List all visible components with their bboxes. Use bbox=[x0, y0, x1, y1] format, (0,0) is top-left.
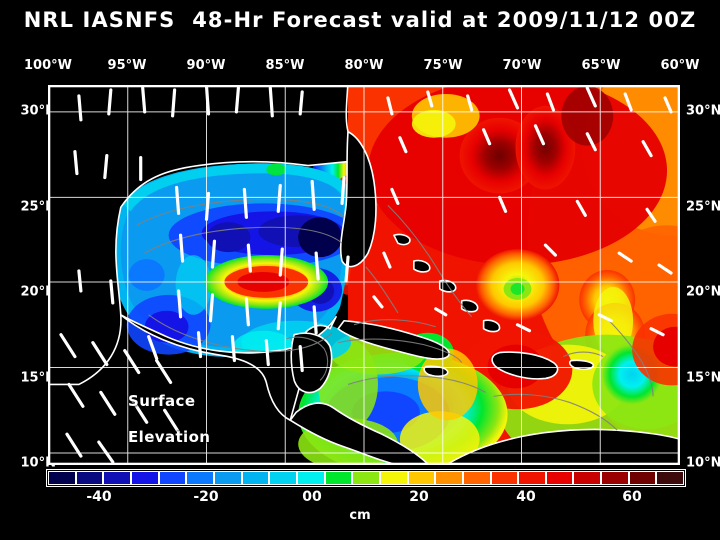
lon-tick-label: 90°W bbox=[186, 58, 226, 73]
colorbar-swatch bbox=[462, 471, 491, 485]
colorbar-tick-label: 60 bbox=[622, 489, 642, 505]
colorbar-swatch bbox=[379, 471, 408, 485]
page-title: NRL IASNFS 48-Hr Forecast valid at 2009/… bbox=[23, 8, 697, 32]
colorbar-swatch bbox=[656, 471, 685, 485]
colorbar bbox=[46, 469, 686, 487]
coastal-anomaly bbox=[266, 163, 287, 176]
colorbar-swatch bbox=[407, 471, 436, 485]
lon-tick-label: 80°W bbox=[344, 58, 384, 73]
colorbar-tick-label: 40 bbox=[516, 489, 536, 505]
lon-tick-label: 100°W bbox=[24, 58, 72, 73]
lat-tick-label-right: 30°N bbox=[686, 103, 720, 119]
lat-tick-label-left: 20°N bbox=[20, 284, 56, 300]
lon-tick-label: 75°W bbox=[423, 58, 463, 73]
colorbar-swatch bbox=[241, 471, 270, 485]
colorbar-swatch bbox=[75, 471, 104, 485]
map-panel[interactable] bbox=[48, 85, 680, 465]
scalar-field-gulf bbox=[111, 163, 359, 365]
lat-tick-label-right: 10°N bbox=[686, 455, 720, 471]
colorbar-tick-label: -20 bbox=[193, 489, 219, 505]
colorbar-swatch bbox=[545, 471, 574, 485]
lat-tick-label-left: 15°N bbox=[20, 370, 56, 386]
colorbar-swatch bbox=[518, 471, 546, 485]
lat-tick-label-right: 20°N bbox=[686, 284, 720, 300]
colorbar-swatch bbox=[435, 471, 463, 485]
colorbar-swatch bbox=[324, 471, 353, 485]
colorbar-tick-label: -40 bbox=[86, 489, 112, 505]
colorbar-swatch bbox=[130, 471, 159, 485]
colorbar-swatch bbox=[48, 471, 76, 485]
colorbar-swatch bbox=[158, 471, 187, 485]
map-gridlines bbox=[49, 86, 679, 464]
lon-tick-label: 65°W bbox=[581, 58, 621, 73]
current-vectors bbox=[59, 86, 673, 464]
colorbar-swatch bbox=[186, 471, 214, 485]
colorbar-tick-label: 00 bbox=[302, 489, 322, 505]
colorbar-units-label: cm bbox=[349, 508, 371, 523]
lat-tick-label-right: 15°N bbox=[686, 370, 720, 386]
colorbar-swatch bbox=[213, 471, 242, 485]
colorbar-swatch bbox=[573, 471, 602, 485]
lat-tick-label-left: 30°N bbox=[20, 103, 56, 119]
colorbar-tick-label: 20 bbox=[409, 489, 429, 505]
colorbar-swatch bbox=[296, 471, 325, 485]
lon-tick-label: 60°W bbox=[660, 58, 700, 73]
colorbar-swatch bbox=[490, 471, 519, 485]
colorbar-swatch bbox=[601, 471, 629, 485]
lat-tick-label-left: 25°N bbox=[20, 199, 56, 215]
colorbar-swatch bbox=[352, 471, 380, 485]
surface-elevation-map bbox=[49, 86, 679, 464]
colorbar-swatch bbox=[269, 471, 297, 485]
lon-tick-label: 85°W bbox=[265, 58, 305, 73]
colorbar-swatch bbox=[103, 471, 131, 485]
colorbar-swatch bbox=[628, 471, 657, 485]
landmasses bbox=[49, 86, 679, 464]
bathymetry-contours bbox=[136, 198, 654, 431]
lat-tick-label-left: 10°N bbox=[20, 455, 56, 471]
lon-tick-label: 95°W bbox=[107, 58, 147, 73]
map-frame bbox=[49, 86, 679, 464]
lon-tick-label: 70°W bbox=[502, 58, 542, 73]
lat-tick-label-right: 25°N bbox=[686, 199, 720, 215]
